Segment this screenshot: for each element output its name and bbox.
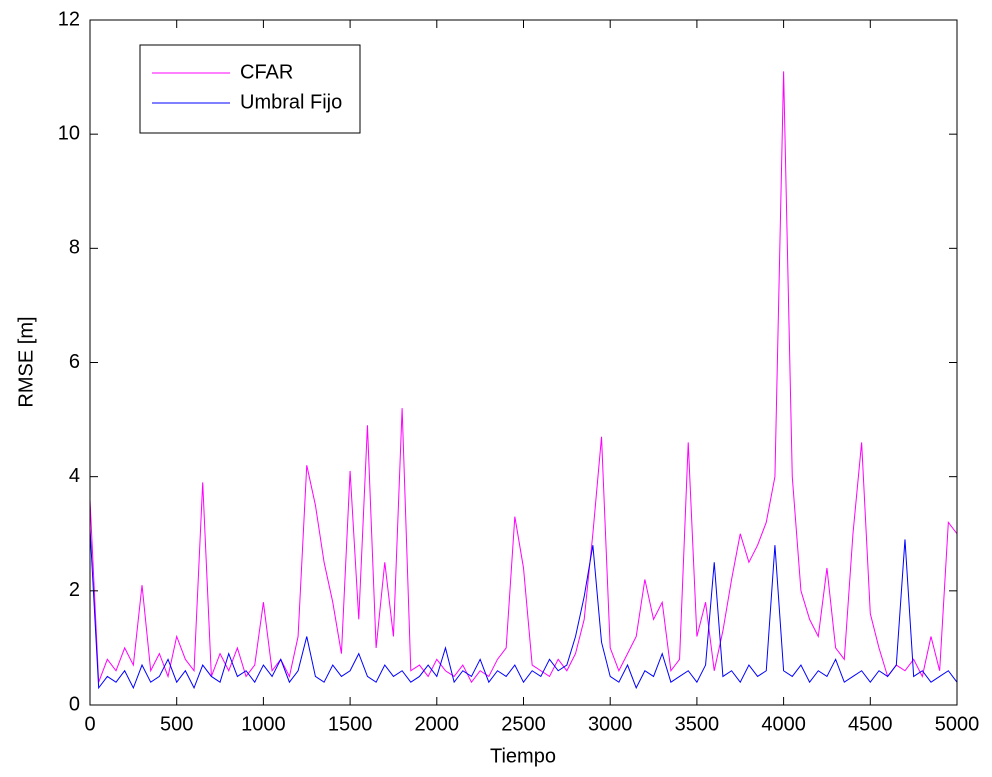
x-tick-label: 500 xyxy=(160,713,193,735)
x-tick-label: 0 xyxy=(84,713,95,735)
series-line xyxy=(89,71,958,684)
x-tick-label: 5000 xyxy=(935,713,980,735)
x-tick-label: 4500 xyxy=(848,713,893,735)
x-tick-label: 4000 xyxy=(761,713,806,735)
y-tick-label: 2 xyxy=(69,579,80,601)
x-tick-label: 1500 xyxy=(328,713,373,735)
y-tick-label: 4 xyxy=(69,465,80,487)
x-tick-label: 3500 xyxy=(675,713,720,735)
series-line xyxy=(89,528,958,690)
x-tick-label: 2000 xyxy=(415,713,460,735)
y-tick-label: 12 xyxy=(58,8,80,30)
x-tick-label: 2500 xyxy=(501,713,546,735)
x-tick-label: 3000 xyxy=(588,713,633,735)
y-axis-label: RMSE [m] xyxy=(15,316,37,407)
legend-label: Umbral Fijo xyxy=(240,91,342,113)
y-tick-label: 0 xyxy=(69,693,80,715)
legend-box xyxy=(139,44,361,134)
y-tick-label: 8 xyxy=(69,237,80,259)
y-tick-label: 10 xyxy=(58,122,80,144)
legend: CFAR Umbral Fijo xyxy=(139,44,361,134)
x-tick-label: 1000 xyxy=(241,713,286,735)
legend-label: CFAR xyxy=(240,61,293,83)
y-tick-label: 6 xyxy=(69,351,80,373)
x-axis-label: Tiempo xyxy=(490,745,556,767)
